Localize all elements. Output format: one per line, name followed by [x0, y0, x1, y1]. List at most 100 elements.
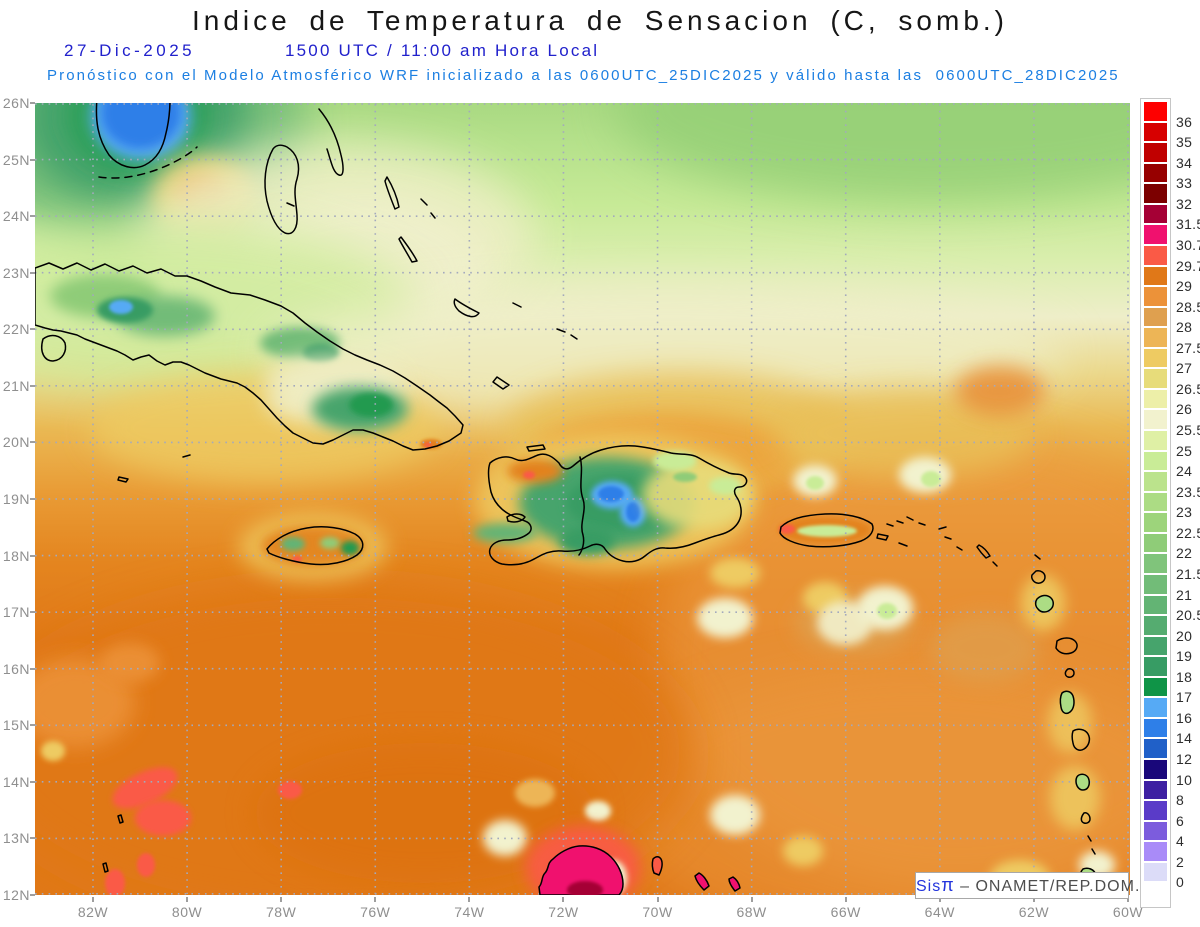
- colorbar-cell: [1144, 739, 1167, 759]
- curacao-island: [694, 872, 710, 891]
- colorbar-value-label: 2: [1176, 853, 1185, 870]
- tortuga-island: [526, 444, 546, 452]
- colorbar-value-label: 14: [1176, 730, 1193, 747]
- colorbar-cell: [1144, 307, 1167, 327]
- lat-tick-mark: [30, 667, 35, 670]
- dominica-island: [1059, 690, 1075, 715]
- cuba-coastline: [35, 262, 464, 451]
- forecast-date: 27-Dic-2025: [64, 41, 196, 60]
- lat-tick-mark: [30, 215, 35, 218]
- isla-juventud: [41, 334, 67, 362]
- lon-tick-label: 60W: [1112, 904, 1144, 920]
- lat-tick-label: 19N: [2, 490, 30, 507]
- lat-tick-mark: [30, 271, 35, 274]
- lon-tick-mark: [938, 896, 941, 902]
- colorbar-cell: [1144, 492, 1167, 512]
- colorbar-cell: [1144, 122, 1167, 142]
- colorbar-cell: [1144, 451, 1167, 471]
- lon-tick-label: 74W: [454, 904, 485, 920]
- colorbar-value-label: 18: [1176, 668, 1193, 685]
- long-island-bahamas: [398, 236, 418, 263]
- colorbar-value-label: 27.5: [1176, 339, 1200, 356]
- colorbar-cell: [1144, 328, 1167, 347]
- colorbar-value-label: 35: [1176, 134, 1193, 151]
- lon-tick-mark: [562, 896, 565, 902]
- turks-caicos: [556, 328, 578, 340]
- lon-tick-label: 78W: [266, 904, 297, 920]
- colorbar-value-label: 29.7: [1176, 257, 1200, 274]
- colorbar-cell: [1144, 616, 1167, 635]
- montserrat-guadeloupe: [1034, 594, 1054, 613]
- attribution-box: Sisπ – ONAMET/REP.DOM.: [915, 872, 1139, 899]
- colorbar-cell: [1144, 143, 1167, 162]
- colorbar-value-label: 20: [1176, 627, 1193, 644]
- guajira-peninsula: [538, 845, 624, 895]
- colorbar-cell: [1144, 574, 1167, 594]
- colorbar-value-label: 26: [1176, 401, 1193, 418]
- guadeloupe-island: [1055, 637, 1078, 678]
- colorbar-value-label: 34: [1176, 154, 1193, 171]
- lat-tick-label: 20N: [2, 434, 30, 451]
- lon-tick-label: 76W: [360, 904, 391, 920]
- lon-tick-label: 62W: [1018, 904, 1050, 920]
- lat-tick-label: 15N: [2, 717, 30, 734]
- lon-tick-label: 80W: [171, 904, 203, 920]
- martinique-island: [1071, 728, 1091, 751]
- lon-tick-mark: [92, 896, 94, 902]
- colorbar-cell: [1144, 698, 1167, 717]
- colorbar-value-label: 22.5: [1176, 524, 1200, 541]
- colorbar-cell: [1144, 163, 1167, 183]
- lat-tick-mark: [30, 441, 35, 444]
- lon-tick-mark: [844, 896, 847, 902]
- colorbar-cell: [1144, 780, 1167, 800]
- bonaire-island: [728, 876, 741, 892]
- model-note: Pronóstico con el Modelo Atmosférico WRF…: [47, 67, 1120, 84]
- colorbar-cell: [1144, 718, 1167, 738]
- colorbar-cell: [1144, 225, 1167, 244]
- sispi-logo-text: Sis: [916, 878, 942, 895]
- puerto-rico-coastline: [779, 513, 874, 548]
- colorbar-cell: [1144, 760, 1167, 779]
- lat-tick-mark: [30, 837, 35, 840]
- lat-tick-mark: [30, 102, 35, 104]
- colorbar-value-label: 21: [1176, 586, 1193, 603]
- antigua-barbuda: [1031, 554, 1046, 584]
- forecast-time: 1500 UTC / 11:00 am Hora Local: [285, 41, 600, 60]
- mayaguana-inagua: [492, 302, 522, 390]
- colorbar-value-label: 21.5: [1176, 565, 1200, 582]
- lon-tick-mark: [374, 896, 377, 902]
- andros-island: [264, 144, 300, 235]
- lat-tick-mark: [30, 554, 35, 557]
- colorbar-value-label: 25.5: [1176, 422, 1200, 439]
- colorbar-cell: [1144, 410, 1167, 430]
- lat-lon-gridlines: [35, 103, 1130, 895]
- colorbar-value-label: 26.5: [1176, 380, 1200, 397]
- colorbar-value-label: 28.5: [1176, 298, 1200, 315]
- aruba-island: [651, 856, 663, 876]
- lat-tick-label: 12N: [2, 886, 30, 903]
- colorbar-value-label: 28: [1176, 319, 1193, 336]
- lon-tick-mark: [1032, 896, 1035, 902]
- jamaica-coastline: [266, 526, 364, 566]
- acklins-island: [453, 298, 480, 318]
- lat-tick-mark: [30, 328, 35, 331]
- florida-keys: [98, 146, 198, 179]
- colorbar-cell: [1144, 102, 1167, 121]
- lon-tick-label: 72W: [548, 904, 579, 920]
- colorbar-value-label: 24: [1176, 463, 1193, 480]
- lat-tick-label: 25N: [2, 151, 30, 168]
- bahamas-cays: [286, 198, 436, 219]
- colorbar-cell: [1144, 287, 1167, 306]
- hispaniola-coastline: [487, 445, 748, 566]
- lat-tick-mark: [30, 611, 35, 614]
- colorbar-cell: [1144, 431, 1167, 450]
- sw-caribbean-islets: [102, 814, 124, 873]
- colorbar-cell: [1144, 389, 1167, 409]
- lat-tick-label: 24N: [2, 208, 30, 225]
- colorbar-cell: [1144, 595, 1167, 615]
- st-martin-saba: [938, 526, 963, 551]
- gonave-island: [506, 513, 526, 523]
- lat-tick-label: 22N: [2, 321, 30, 338]
- colorbar-value-label: 36: [1176, 113, 1193, 130]
